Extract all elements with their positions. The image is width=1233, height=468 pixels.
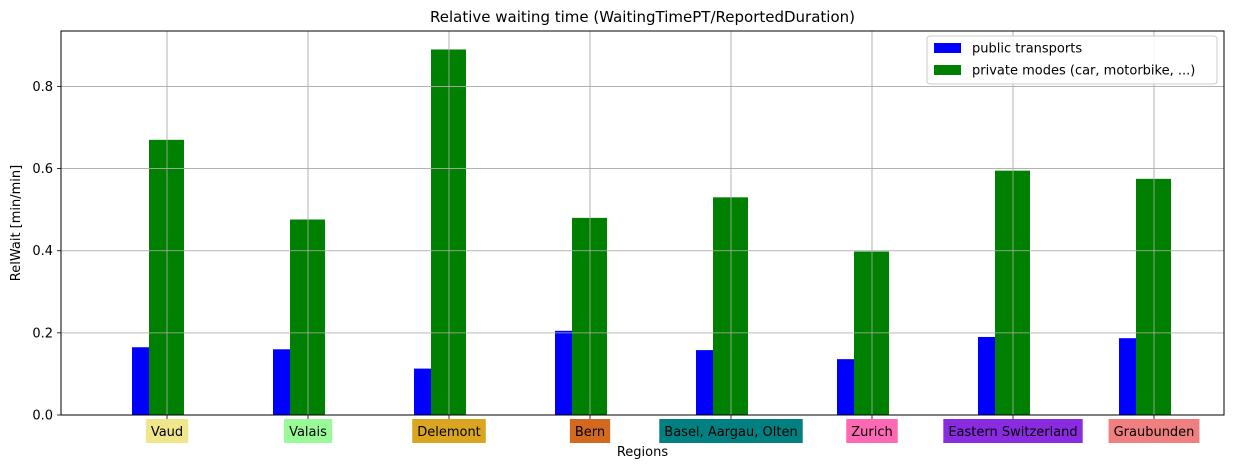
- bar-private-modes: [713, 197, 748, 415]
- category-label-background: [569, 419, 611, 443]
- x-axis: Vaud Valais Delemont Bern Basel, Aargau, Olt…: [145, 415, 1200, 443]
- category-label: Valais: [289, 425, 327, 440]
- y-tick-label: 0.6: [32, 162, 53, 177]
- legend: public transports private modes (car, mot…: [926, 35, 1218, 85]
- y-tick-label: 0.2: [32, 326, 53, 341]
- y-axis-label: RelWait [min/min]: [9, 165, 24, 281]
- legend-label: private modes (car, motorbike, ...): [972, 64, 1195, 79]
- category-label: Zurich: [851, 425, 893, 440]
- y-tick-label: 0.4: [32, 244, 53, 259]
- category-label: Delemont: [417, 425, 481, 440]
- category-label-background: [659, 419, 803, 443]
- category-label: Graubunden: [1114, 425, 1195, 440]
- bars-layer: [61, 31, 1224, 416]
- category-label: Vaud: [151, 425, 183, 440]
- category-label-background: [846, 419, 898, 443]
- category-label-box: Vaud: [145, 419, 189, 443]
- category-label-box: Delemont: [412, 419, 486, 443]
- category-label: Eastern Switzerland: [948, 425, 1077, 440]
- category-label: Basel, Aargau, Olten: [664, 425, 797, 440]
- bar-private-modes: [431, 49, 466, 415]
- y-tick-label: 0.8: [32, 80, 53, 95]
- category-label-box: Valais: [284, 419, 333, 443]
- legend-box: [926, 35, 1218, 85]
- legend-swatch: [934, 43, 961, 53]
- category-label-background: [145, 419, 189, 443]
- y-axis: 0.0 0.2 0.4 0.6 0.8: [32, 80, 61, 424]
- category-label-background: [412, 419, 486, 443]
- category-label: Bern: [575, 425, 605, 440]
- category-label-background: [943, 419, 1083, 443]
- category-label-background: [284, 419, 333, 443]
- plot-frame: [60, 30, 1225, 416]
- category-label-box: Zurich: [846, 419, 898, 443]
- category-label-box: Graubunden: [1108, 419, 1200, 443]
- bar-private-modes: [572, 217, 607, 415]
- x-axis-label: Regions: [617, 445, 669, 460]
- y-tick-label: 0.0: [32, 409, 53, 424]
- chart-title: Relative waiting time (WaitingTimePT/Rep…: [430, 8, 855, 26]
- category-label-background: [1108, 419, 1200, 443]
- bar-private-modes: [995, 170, 1030, 415]
- bar-private-modes: [854, 251, 889, 415]
- legend-label: public transports: [972, 42, 1082, 57]
- bar-private-modes: [1136, 178, 1171, 415]
- bar-private-modes: [290, 219, 325, 415]
- category-label-box: Bern: [569, 419, 611, 443]
- legend-swatch: [934, 65, 961, 75]
- category-label-box: Eastern Switzerland: [943, 419, 1083, 443]
- grid-lines: [61, 31, 1224, 416]
- bar-private-modes: [149, 139, 184, 415]
- category-label-box: Basel, Aargau, Olten: [659, 419, 803, 443]
